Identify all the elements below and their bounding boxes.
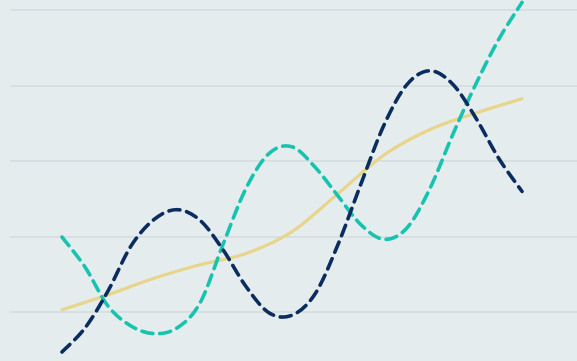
series-line-2	[60, 0, 524, 336]
series-line-1	[60, 69, 524, 354]
grid-lines	[10, 9, 577, 313]
series-line-3	[60, 97, 524, 312]
series-lines	[60, 0, 524, 354]
